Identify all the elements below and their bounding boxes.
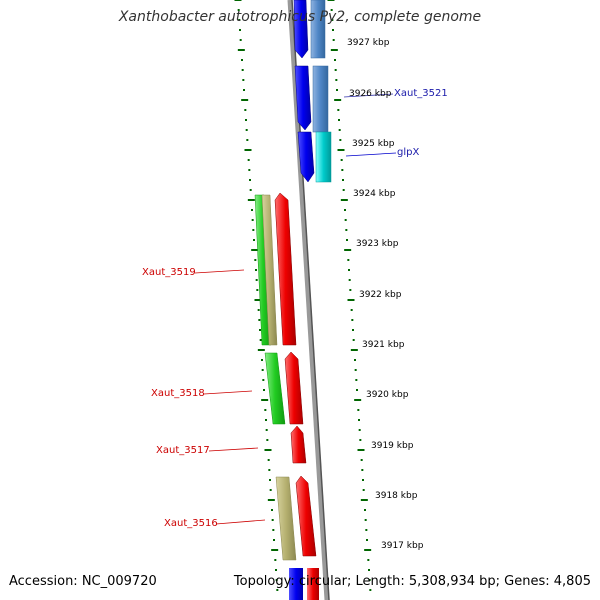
- feature-steelblue-1[interactable]: [310, 0, 326, 59]
- tick-label: 3918 kbp: [375, 491, 418, 501]
- tick-label: 3927 kbp: [347, 38, 390, 48]
- gene-label-xaut-3519[interactable]: Xaut_3519: [142, 267, 196, 278]
- gene-label-xaut-3518[interactable]: Xaut_3518: [151, 388, 205, 399]
- inner-tick-track: [234, 0, 279, 591]
- cds-reverse-bottom[interactable]: [307, 568, 319, 600]
- cds-forward-2[interactable]: [294, 65, 312, 131]
- gene-label-xaut-3516[interactable]: Xaut_3516: [164, 518, 218, 529]
- leader-glpx: [345, 152, 397, 157]
- leader-xaut-3519: [194, 269, 245, 274]
- tick-label: 3924 kbp: [353, 189, 396, 199]
- topology-label: Topology: circular; Length: 5,308,934 bp…: [233, 574, 591, 589]
- leader-xaut-3521: [343, 93, 394, 98]
- tick-label: 3917 kbp: [381, 541, 424, 551]
- cds-reverse-2[interactable]: [284, 351, 304, 425]
- outer-tick-track: [327, 0, 372, 591]
- tick-label: 3921 kbp: [362, 340, 405, 350]
- leader-xaut-3516: [215, 519, 266, 525]
- cds-reverse-4[interactable]: [295, 475, 317, 557]
- genome-title: Xanthobacter autotrophicus Py2, complete…: [118, 9, 482, 25]
- genome-backbone: [287, 0, 330, 600]
- tick-label: 3920 kbp: [366, 390, 409, 400]
- tick-label: 3919 kbp: [371, 441, 414, 451]
- cds-forward-3[interactable]: [297, 131, 315, 183]
- tick-label: 3926 kbp: [349, 89, 392, 99]
- leader-xaut-3518: [203, 390, 253, 395]
- feature-khaki-2[interactable]: [275, 476, 297, 561]
- feature-cyan[interactable]: [315, 131, 332, 183]
- gene-label-glpx[interactable]: glpX: [397, 147, 420, 158]
- accession-label: Accession: NC_009720: [9, 574, 157, 589]
- feature-khaki-1[interactable]: [261, 194, 278, 346]
- tick-label: 3925 kbp: [352, 139, 395, 149]
- cds-reverse-3[interactable]: [290, 425, 307, 464]
- leader-xaut-3517: [208, 447, 259, 452]
- cds-reverse-1[interactable]: [274, 192, 297, 346]
- feature-green-2[interactable]: [264, 352, 286, 425]
- tick-label: 3922 kbp: [359, 290, 402, 300]
- cds-forward-bottom[interactable]: [289, 568, 303, 600]
- gene-label-xaut-3521[interactable]: Xaut_3521: [394, 88, 448, 99]
- feature-steelblue-2[interactable]: [312, 65, 329, 133]
- tick-label: 3923 kbp: [356, 239, 399, 249]
- gene-label-xaut-3517[interactable]: Xaut_3517: [156, 445, 210, 456]
- cds-forward-1[interactable]: [293, 0, 309, 59]
